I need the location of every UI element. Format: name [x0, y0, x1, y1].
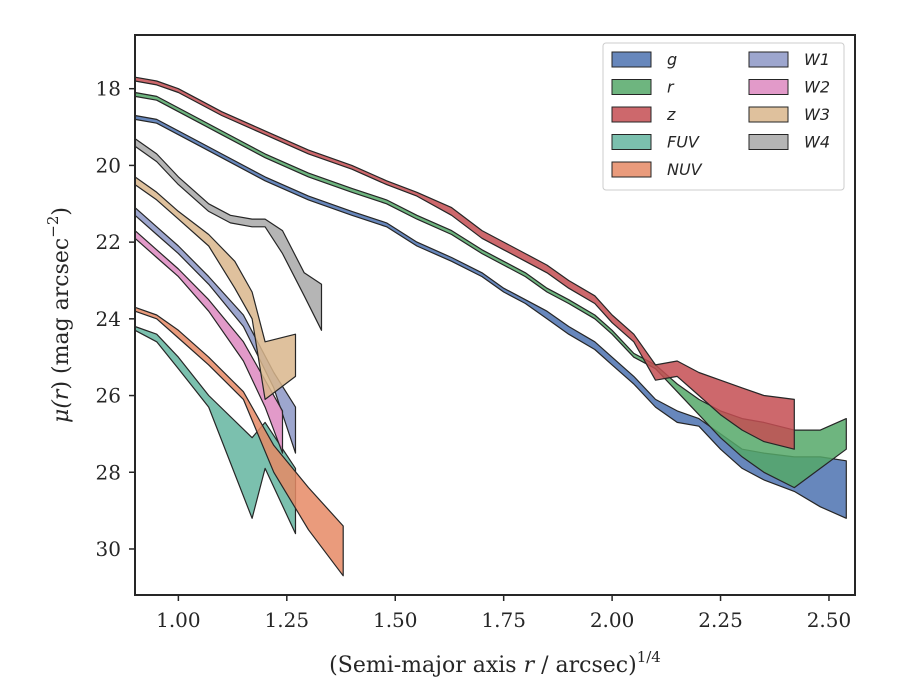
legend-swatch-w2: [748, 79, 789, 95]
y-tick-label: 28: [96, 460, 121, 484]
legend-label-nuv: NUV: [667, 160, 703, 179]
legend-swatch-fuv: [611, 134, 652, 150]
legend-label-fuv: FUV: [667, 133, 700, 152]
band-w1: [134, 207, 297, 454]
band-r: [134, 91, 847, 489]
legend-swatch-w1: [748, 51, 789, 68]
y-tick-label: 22: [96, 230, 121, 254]
legend-label-z: z: [666, 105, 676, 124]
x-tick-label: 2.25: [698, 608, 743, 632]
y-axis: 18 20 22 24 26 28 30: [96, 77, 135, 561]
y-tick-label: 30: [96, 537, 121, 561]
x-axis-title: (Semi-major axis r / arcsec)1/4: [329, 648, 661, 678]
legend-swatch-w4: [748, 134, 789, 150]
legend-label-w4: W4: [804, 133, 830, 152]
legend-label-w1: W1: [804, 50, 830, 69]
x-tick-label: 2.50: [807, 608, 852, 632]
y-axis-title: μ(r) (mag arcsec−2): [44, 207, 74, 423]
plot-area: [134, 76, 847, 577]
legend-label-w2: W2: [804, 78, 830, 97]
x-tick-label: 1.50: [373, 608, 418, 632]
legend-label-w3: W3: [804, 105, 830, 124]
legend: grz FUV NUV W1 W2 W3 W4: [602, 42, 845, 191]
band-fuv: [134, 325, 297, 535]
x-axis: 1.00 1.25 1.50 1.75 2.00 2.25 2.50: [156, 595, 851, 632]
x-tick-label: 1.00: [156, 608, 201, 632]
y-tick-label: 26: [96, 384, 121, 408]
y-tick-label: 24: [96, 307, 121, 331]
y-tick-label: 18: [96, 77, 121, 101]
legend-swatch-r: [611, 79, 652, 95]
band-w3: [134, 176, 297, 400]
legend-swatch-g: [611, 51, 652, 68]
x-tick-label: 1.25: [265, 608, 310, 632]
band-nuv: [134, 306, 344, 577]
legend-swatch-nuv: [611, 161, 652, 178]
x-tick-label: 1.75: [481, 608, 526, 632]
band-w2: [134, 230, 284, 454]
y-tick-label: 20: [96, 153, 121, 177]
legend-label-g: g: [667, 50, 677, 69]
band-z: [134, 76, 795, 450]
legend-swatch-z: [611, 106, 652, 123]
x-tick-label: 2.00: [590, 608, 635, 632]
legend-label-r: r: [667, 78, 675, 97]
band-w4: [134, 138, 323, 331]
plot-frame: [134, 34, 856, 596]
legend-swatch-w3: [748, 106, 789, 123]
